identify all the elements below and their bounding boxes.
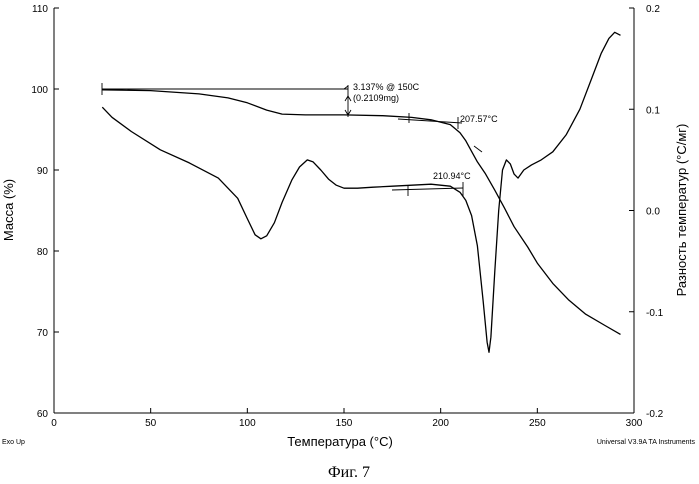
y-tick-label-left: 80 — [37, 247, 49, 258]
weight-loss-marker — [101, 83, 352, 117]
y-axis-title-right: Разность температур (°C/мг) — [674, 124, 689, 297]
mass-onset-annotation: 207.57°C — [460, 114, 498, 124]
y-tick-label-left: 100 — [31, 85, 48, 96]
axis-ticks — [53, 7, 635, 414]
exo-up-label: Exo Up — [2, 439, 25, 446]
x-axis-title: Температура (°C) — [287, 434, 393, 449]
x-tick-label: 0 — [51, 418, 57, 429]
dta-onset-annotation: 210.94°C — [433, 171, 471, 181]
mass-onset-markers — [397, 113, 483, 153]
y-axis-title-left: Масса (%) — [1, 179, 16, 241]
figure-caption: Фиг. 7 — [328, 464, 370, 481]
temperature-difference-curve — [101, 31, 621, 353]
mass-curve — [102, 89, 621, 335]
x-tick-label: 300 — [626, 418, 643, 429]
instrument-label: Universal V3.9A TA Instruments — [597, 439, 696, 446]
x-tick-label: 50 — [145, 418, 157, 429]
y-tick-label-left: 110 — [32, 4, 48, 15]
x-tick-label: 200 — [432, 418, 449, 429]
x-tick-label: 150 — [336, 418, 353, 429]
y-tick-label-left: 90 — [37, 166, 49, 177]
y-tick-label-right: 0.1 — [646, 105, 660, 116]
y-tick-label-right: -0.2 — [646, 409, 664, 420]
weight-loss-mg-annotation: (0.2109mg) — [353, 93, 399, 103]
y-tick-label-left: 60 — [37, 409, 49, 420]
y-tick-label-right: 0.0 — [646, 207, 660, 218]
y-tick-label-right: -0.1 — [646, 308, 664, 319]
x-tick-label: 100 — [239, 418, 256, 429]
dta-onset-markers — [391, 182, 464, 196]
axis-tick-labels: 0 50 100 150 200 250 300 60 70 80 90 100 110 -0.2 -0.1… — [31, 4, 663, 429]
x-tick-label: 250 — [529, 418, 546, 429]
weight-loss-annotation: 3.137% @ 150C — [353, 82, 420, 92]
y-tick-label-right: 0.2 — [646, 4, 660, 15]
y-tick-label-left: 70 — [37, 328, 49, 339]
